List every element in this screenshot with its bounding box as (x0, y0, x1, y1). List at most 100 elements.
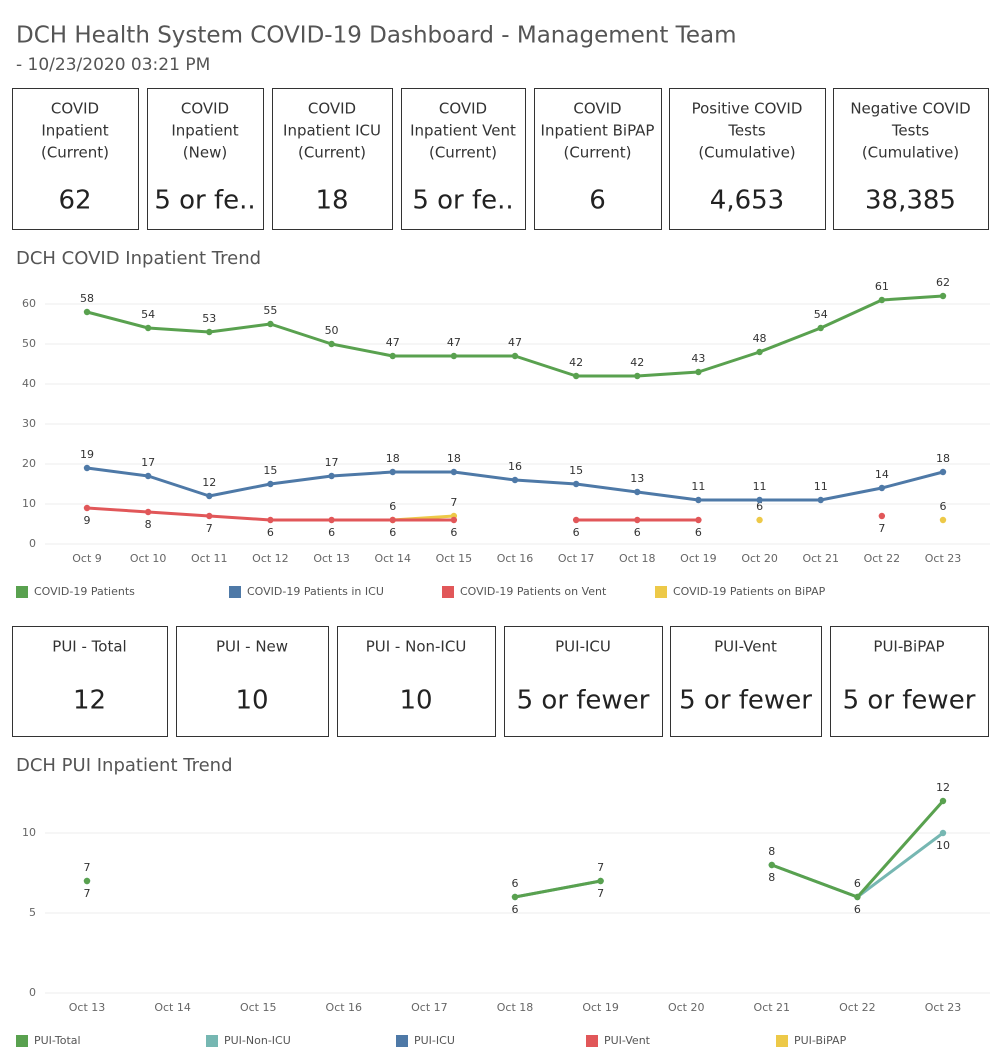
data-point (695, 496, 702, 504)
x-tick-label: Oct 15 (240, 1001, 277, 1014)
data-label: 14 (875, 468, 889, 481)
kpi-card (337, 626, 496, 737)
kpi-label: (New) (183, 144, 227, 162)
dashboard-subtitle: - 10/23/2020 03:21 PM (16, 55, 210, 75)
kpi-card (401, 88, 526, 230)
data-label: 12 (936, 781, 950, 794)
data-point (267, 320, 274, 328)
kpi-card (534, 88, 662, 230)
legend-label: COVID-19 Patients in ICU (247, 585, 384, 598)
data-point (695, 368, 702, 376)
data-point (817, 496, 824, 504)
kpi-label: COVID (308, 100, 356, 118)
data-point (144, 472, 152, 480)
data-label: 42 (569, 356, 583, 369)
data-label: 62 (936, 276, 950, 289)
kpi-card (12, 626, 168, 737)
data-point (878, 512, 886, 520)
data-point (817, 324, 824, 332)
data-point (597, 877, 604, 885)
data-label: 11 (814, 480, 828, 493)
legend-swatch (776, 1035, 788, 1047)
kpi-label: COVID (181, 100, 229, 118)
kpi-label: (Current) (563, 144, 631, 162)
legend-label: COVID-19 Patients on Vent (460, 585, 607, 598)
kpi-value: 4,653 (710, 186, 784, 216)
data-point (878, 484, 886, 492)
data-label: 8 (768, 845, 775, 858)
data-label: 7 (84, 861, 91, 874)
kpi-label: Inpatient (171, 122, 238, 140)
x-tick-label: Oct 15 (436, 552, 473, 565)
kpi-value: 5 or fe.. (412, 186, 513, 216)
x-tick-label: Oct 20 (741, 552, 778, 565)
data-label: 19 (80, 448, 94, 461)
x-tick-label: Oct 10 (130, 552, 167, 565)
data-point (83, 464, 91, 472)
legend-swatch (206, 1035, 218, 1047)
y-tick-label: 30 (22, 417, 36, 430)
data-label: 18 (386, 452, 400, 465)
data-point (83, 308, 91, 316)
data-point (939, 468, 947, 476)
kpi-label: (Current) (429, 144, 497, 162)
data-label: 6 (328, 526, 335, 539)
kpi-label: Negative COVID (850, 100, 970, 118)
data-label: 6 (854, 877, 861, 890)
legend-label: COVID-19 Patients (34, 585, 135, 598)
kpi-card (12, 88, 139, 230)
data-point (267, 516, 274, 524)
kpi-label: PUI-BiPAP (873, 638, 944, 656)
legend-label: PUI-BiPAP (794, 1034, 847, 1047)
kpi-label: Positive COVID (692, 100, 803, 118)
x-tick-label: Oct 21 (802, 552, 839, 565)
kpi-value: 5 or fe.. (154, 186, 255, 216)
data-label: 6 (450, 526, 457, 539)
kpi-label: (Current) (298, 144, 366, 162)
data-point (83, 504, 91, 512)
kpi-label: COVID (573, 100, 621, 118)
kpi-label: Inpatient Vent (410, 122, 516, 140)
data-point (695, 516, 702, 524)
x-tick-label: Oct 12 (252, 552, 289, 565)
data-label: 7 (450, 496, 457, 509)
data-label: 6 (695, 526, 702, 539)
data-label: 47 (386, 336, 400, 349)
data-point (756, 516, 763, 524)
x-tick-label: Oct 21 (754, 1001, 791, 1014)
kpi-value: 5 or fewer (679, 686, 812, 716)
data-point (450, 516, 458, 524)
kpi-card (504, 626, 663, 737)
data-label: 7 (84, 887, 91, 900)
kpi-label: (Cumulative) (698, 144, 795, 162)
data-label: 16 (508, 460, 522, 473)
data-label: 10 (936, 839, 950, 852)
data-label: 42 (630, 356, 644, 369)
data-label: 6 (854, 903, 861, 916)
data-point (756, 496, 763, 504)
data-point (878, 296, 886, 304)
y-tick-label: 10 (22, 826, 36, 839)
data-point (206, 328, 213, 336)
chart-title: DCH COVID Inpatient Trend (16, 248, 261, 269)
data-label: 48 (753, 332, 767, 345)
y-tick-label: 0 (29, 986, 36, 999)
data-label: 11 (753, 480, 767, 493)
legend-label: PUI-Total (34, 1034, 81, 1047)
legend-swatch (396, 1035, 408, 1047)
data-label: 13 (630, 472, 644, 485)
x-tick-label: Oct 19 (582, 1001, 619, 1014)
legend-swatch (586, 1035, 598, 1047)
y-tick-label: 20 (22, 457, 36, 470)
legend-label: PUI-ICU (414, 1034, 455, 1047)
kpi-card (670, 626, 822, 737)
kpi-label: COVID (51, 100, 99, 118)
x-tick-label: Oct 13 (69, 1001, 106, 1014)
kpi-label: PUI - Total (52, 638, 126, 656)
data-point (144, 324, 152, 332)
x-tick-label: Oct 9 (72, 552, 102, 565)
data-label: 54 (814, 308, 828, 321)
data-point (572, 516, 580, 524)
x-tick-label: Oct 23 (925, 1001, 962, 1014)
x-tick-label: Oct 11 (191, 552, 228, 565)
